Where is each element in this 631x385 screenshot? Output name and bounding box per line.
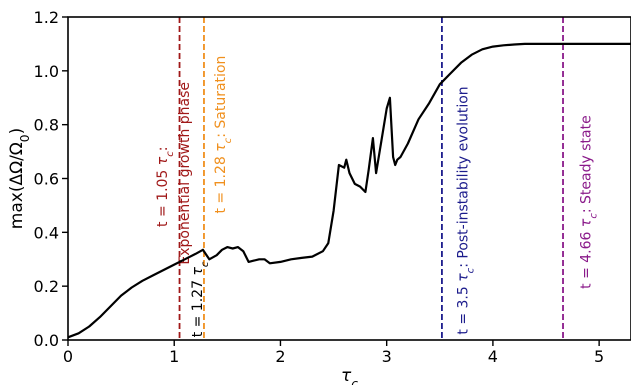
x-tick-label: 1	[169, 347, 179, 366]
x-axis: 0 1 2 3 4 5	[63, 340, 604, 366]
series-line	[67, 42, 631, 339]
marker-lines: t = 1.05 τc: Exponential growth phase t = …	[155, 17, 599, 340]
marker-label: Exponential growth phase	[177, 82, 193, 265]
y-axis: 0.0 0.2 0.4 0.6 0.8 1.0 1.2	[34, 8, 68, 350]
x-axis-label: τc	[341, 366, 358, 385]
marker-label: t = 3.5 τc: Post-instability evolution	[455, 86, 476, 334]
y-tick-label: 0.8	[34, 116, 59, 135]
marker-label: t = 1.05 τc:	[155, 146, 176, 226]
y-tick-label: 0.0	[34, 331, 59, 350]
y-tick-label: 1.2	[34, 8, 59, 27]
x-tick-label: 3	[382, 347, 392, 366]
y-axis-label: max(ΔΩ/Ω0)	[7, 128, 32, 229]
x-tick-label: 2	[275, 347, 285, 366]
y-tick-label: 1.0	[34, 62, 59, 81]
marker-label: t = 1.28 τc: Saturation	[213, 56, 234, 214]
y-tick-label: 0.6	[34, 170, 59, 189]
x-tick-label: 0	[63, 347, 73, 366]
y-tick-label: 0.2	[34, 277, 59, 296]
plot-frame	[67, 16, 631, 341]
x-tick-label: 5	[594, 347, 604, 366]
annotation-label: t = 1.27 τc	[190, 261, 211, 337]
x-tick-label: 4	[488, 347, 498, 366]
y-tick-label: 0.4	[34, 223, 59, 242]
marker-label: t = 4.66 τc: Steady state	[579, 115, 600, 289]
